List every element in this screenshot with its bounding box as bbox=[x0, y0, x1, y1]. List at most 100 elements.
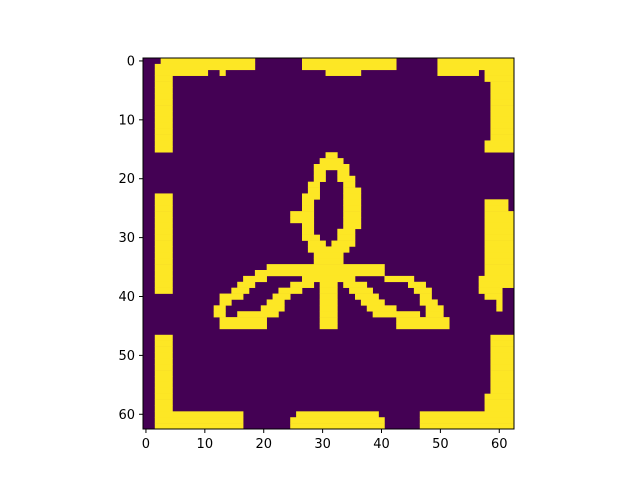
heatmap-cell bbox=[490, 358, 515, 365]
heatmap-cell bbox=[154, 417, 244, 424]
heatmap-cell bbox=[154, 340, 173, 347]
heatmap-cell bbox=[484, 293, 503, 300]
y-tick-label: 30 bbox=[118, 231, 135, 246]
heatmap-cell bbox=[484, 75, 515, 82]
heatmap-cell bbox=[425, 305, 444, 312]
heatmap-cell bbox=[219, 69, 226, 76]
heatmap-cell bbox=[213, 311, 226, 318]
heatmap-cell bbox=[360, 299, 385, 306]
x-tick-label: 0 bbox=[142, 437, 150, 452]
plot-background bbox=[143, 58, 514, 429]
heatmap-cell bbox=[231, 287, 250, 294]
heatmap-cell bbox=[154, 334, 173, 341]
heatmap-cell bbox=[154, 258, 173, 265]
heatmap-cell bbox=[154, 222, 173, 230]
heatmap-cell bbox=[154, 364, 173, 371]
heatmap-cell bbox=[154, 264, 173, 271]
heatmap-cell bbox=[325, 152, 338, 159]
heatmap-cell bbox=[490, 387, 515, 394]
heatmap-cell bbox=[331, 240, 356, 247]
heatmap-cell bbox=[484, 393, 515, 400]
heatmap-cell bbox=[343, 199, 362, 206]
plot-frame bbox=[142, 57, 515, 430]
heatmap-cell bbox=[313, 164, 350, 171]
heatmap-cell bbox=[154, 81, 173, 88]
heatmap-cell bbox=[343, 281, 368, 288]
heatmap-cell bbox=[337, 169, 350, 177]
heatmap-cell bbox=[154, 252, 173, 259]
heatmap-cell bbox=[484, 240, 515, 247]
heatmap-cell bbox=[154, 211, 173, 218]
heatmap-cell bbox=[325, 69, 362, 76]
heatmap-cell bbox=[219, 317, 267, 324]
heatmap-cell bbox=[337, 228, 356, 235]
heatmap-cell bbox=[484, 217, 515, 224]
heatmap-cell bbox=[490, 364, 515, 371]
heatmap-cell bbox=[337, 175, 356, 182]
heatmap-cell bbox=[419, 411, 515, 418]
heatmap-cell bbox=[307, 181, 320, 188]
heatmap-cell bbox=[490, 122, 515, 129]
heatmap-cell bbox=[290, 423, 385, 430]
heatmap-cells bbox=[154, 58, 515, 430]
heatmap-cell bbox=[307, 246, 350, 253]
y-tick-label: 50 bbox=[118, 349, 135, 364]
heatmap-cell bbox=[384, 275, 415, 283]
heatmap-cell bbox=[478, 287, 503, 294]
heatmap-cell bbox=[490, 340, 515, 347]
heatmap-cell bbox=[484, 264, 515, 271]
heatmap-cell bbox=[484, 228, 515, 235]
heatmap-cell bbox=[490, 116, 515, 124]
heatmap-cell bbox=[154, 111, 173, 118]
heatmap-cell bbox=[237, 281, 256, 288]
heatmap-cell bbox=[266, 264, 385, 271]
heatmap-cell bbox=[213, 305, 226, 312]
heatmap-cell bbox=[419, 293, 432, 300]
heatmap-cell bbox=[154, 387, 173, 394]
heatmap-cell bbox=[302, 275, 356, 283]
heatmap-cell bbox=[319, 293, 338, 300]
heatmap-cell bbox=[154, 134, 173, 141]
heatmap-cell bbox=[408, 281, 426, 288]
plot-area bbox=[142, 57, 515, 430]
y-tick-label: 60 bbox=[118, 408, 135, 423]
heatmap-cell bbox=[490, 93, 515, 100]
x-tick-label: 60 bbox=[491, 437, 508, 452]
heatmap-cell bbox=[425, 311, 444, 318]
heatmap-cell bbox=[490, 381, 515, 389]
heatmap-cell bbox=[154, 405, 173, 412]
heatmap-cell bbox=[419, 417, 515, 424]
heatmap-cell bbox=[437, 63, 515, 71]
heatmap-cell bbox=[237, 311, 279, 318]
heatmap-cell bbox=[496, 299, 503, 306]
heatmap-cell bbox=[154, 69, 209, 76]
heatmap-cell bbox=[319, 305, 338, 312]
heatmap-cell bbox=[154, 246, 173, 253]
heatmap-cell bbox=[154, 199, 173, 206]
heatmap-cell bbox=[302, 199, 315, 206]
heatmap-cell bbox=[313, 252, 344, 259]
heatmap-cell bbox=[343, 181, 356, 188]
heatmap-cell bbox=[160, 58, 256, 65]
heatmap-cell bbox=[154, 140, 173, 147]
heatmap-cell bbox=[490, 134, 515, 141]
y-tick-label: 10 bbox=[118, 113, 135, 128]
heatmap-cell bbox=[490, 81, 515, 88]
heatmap-cell bbox=[154, 99, 173, 106]
heatmap-cell bbox=[496, 305, 503, 312]
heatmap-cell bbox=[154, 228, 173, 235]
heatmap-cell bbox=[154, 358, 173, 365]
heatmap-cell bbox=[302, 234, 320, 241]
x-tick-label: 20 bbox=[255, 437, 272, 452]
heatmap-cell bbox=[154, 75, 173, 82]
heatmap-cell bbox=[478, 281, 515, 288]
heatmap-cell bbox=[343, 217, 362, 224]
heatmap-cell bbox=[396, 323, 450, 330]
heatmap-cell bbox=[154, 423, 244, 430]
heatmap-cell bbox=[419, 423, 515, 430]
heatmap-cell bbox=[307, 187, 320, 194]
heatmap-cell bbox=[154, 146, 173, 153]
heatmap-cell bbox=[490, 99, 515, 106]
heatmap-cell bbox=[319, 287, 338, 294]
heatmap-cell bbox=[154, 352, 173, 359]
